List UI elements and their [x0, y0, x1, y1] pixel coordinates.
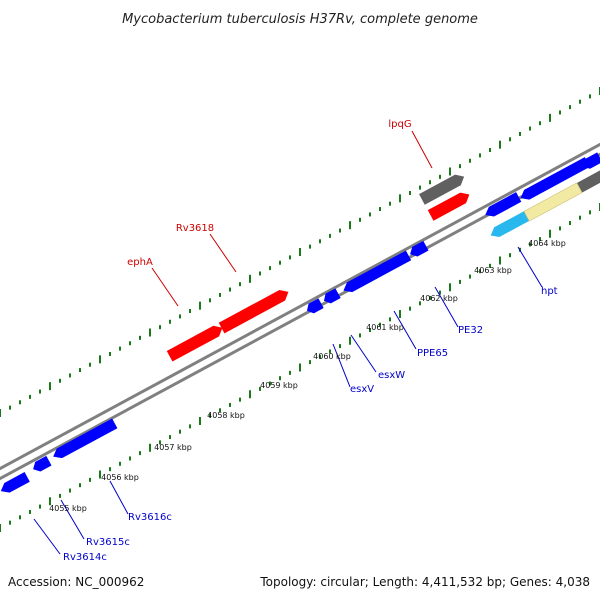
- leader-line: [209, 233, 237, 273]
- gene-pe32-arrow: [410, 240, 429, 257]
- gene-label-leaders: [33, 130, 543, 555]
- gene-hpt-arrow-shape: [490, 209, 532, 237]
- gene-rv3622-arrow-shape: [582, 152, 600, 169]
- gene-rv3620-arrow: [485, 192, 522, 217]
- scale-label: 4059 kbp: [260, 381, 298, 390]
- inner-dotted-track: [0, 203, 600, 532]
- gene-rv3616c-arrow: [53, 418, 118, 459]
- gene-rv3615c-arrow: [33, 455, 52, 472]
- topology-label: Topology: circular; Length: 4,411,532 bp…: [259, 575, 590, 589]
- gene-label-forward: lpqG: [388, 119, 411, 130]
- gene-rv3622-arrow: [582, 152, 600, 169]
- gene-label-reverse: PPE65: [417, 348, 448, 359]
- gene-rv3620-arrow-shape: [485, 192, 522, 217]
- gene-rv3614c-arrow: [0, 472, 30, 493]
- gene-features: [0, 152, 600, 493]
- scale-label: 4058 kbp: [207, 411, 245, 420]
- gene-label-forward: Rv3618: [176, 223, 214, 234]
- scale-label: 4057 kbp: [154, 443, 192, 452]
- scale-label: 4061 kbp: [366, 323, 404, 332]
- scale-label: 4060 kbp: [313, 352, 351, 361]
- outer-dotted-track: [0, 87, 600, 417]
- gene-labels: ephA Rv3618 lpqG Rv3614c Rv3615c Rv3616c esxV e…: [63, 119, 558, 563]
- leader-line: [151, 267, 179, 307]
- gene-hpt-arrow: [490, 209, 532, 237]
- leader-line: [60, 499, 85, 540]
- backbone-upper-line: [0, 142, 600, 471]
- gene-ppe65-arrow: [343, 250, 412, 293]
- gene-label-reverse: Rv3615c: [86, 537, 130, 548]
- gene-epha-arrow-shape: [166, 325, 223, 362]
- scale-label: 4062 kbp: [420, 294, 458, 303]
- scale-label: 4055 kbp: [49, 504, 87, 513]
- gene-grey-feature-2: [577, 169, 600, 193]
- scale-label: 4063 kbp: [474, 266, 512, 275]
- gene-label-reverse: Rv3614c: [63, 552, 107, 563]
- gene-label-reverse: esxW: [378, 370, 405, 381]
- gene-grey-feature-2-shape: [577, 169, 600, 193]
- gene-rv3615c-arrow-shape: [33, 455, 52, 472]
- leader-line: [332, 343, 351, 388]
- leader-line: [109, 480, 129, 515]
- gene-grey-feature-1-shape: [419, 174, 465, 205]
- gene-label-reverse: PE32: [458, 325, 483, 336]
- gene-grey-feature-1: [419, 174, 465, 205]
- leader-line: [411, 130, 433, 169]
- gene-label-forward: ephA: [127, 257, 153, 268]
- gene-tan-feature: [523, 182, 583, 222]
- gene-esxv-arrow-shape: [306, 298, 324, 314]
- scale-label: 4064 kbp: [528, 239, 566, 248]
- gene-esxw-arrow: [323, 288, 341, 304]
- gene-pe32-arrow-shape: [410, 240, 429, 257]
- gene-rv3616c-arrow-shape: [53, 418, 118, 459]
- gene-esxv-arrow: [306, 298, 324, 314]
- gene-lpqg-arrow-shape: [427, 192, 470, 221]
- leader-line: [393, 310, 417, 350]
- gene-tan-feature-shape: [523, 182, 583, 222]
- gene-esxw-arrow-shape: [323, 288, 341, 304]
- gene-rv3621-arrow: [520, 157, 591, 200]
- scale-labels: 4055 kbp 4056 kbp 4057 kbp 4058 kbp 4059 kbp…: [49, 239, 566, 513]
- gene-lpqg-arrow: [427, 192, 470, 221]
- accession-label: Accession: NC_000962: [8, 575, 144, 589]
- leader-line: [33, 518, 61, 555]
- gene-label-reverse: Rv3616c: [128, 512, 172, 523]
- gene-epha-arrow: [166, 325, 223, 362]
- gene-rv3621-arrow-shape: [520, 157, 591, 200]
- gene-rv3614c-arrow-shape: [0, 472, 30, 493]
- gene-ppe65-arrow-shape: [343, 250, 412, 293]
- dotted-tracks: [0, 87, 600, 532]
- leader-line: [517, 246, 543, 288]
- gene-rv3618-arrow-shape: [218, 289, 289, 334]
- gene-label-reverse: esxV: [350, 384, 374, 395]
- gene-rv3618-arrow: [218, 289, 289, 334]
- map-title: Mycobacterium tuberculosis H37Rv, comple…: [122, 12, 478, 27]
- scale-label: 4056 kbp: [101, 473, 139, 482]
- gene-label-reverse: hpt: [541, 286, 558, 297]
- leader-line: [350, 334, 377, 373]
- leader-line: [434, 286, 459, 328]
